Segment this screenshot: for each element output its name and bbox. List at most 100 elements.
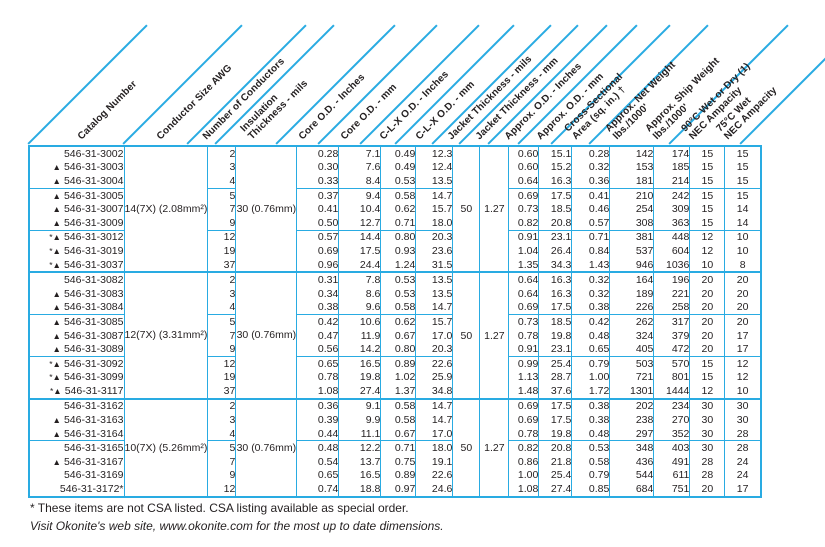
ship-weight-cell: 751 (653, 482, 691, 497)
ship-weight-cell: 185 (653, 160, 691, 175)
clx-od-in-cell: 0.53 (380, 271, 417, 287)
table-row: *▲ 546-31-3012 12 0.57 14.4 0.80 20.3 0.91 23.1 0… (28, 229, 762, 245)
core-od-in-cell: 0.41 (296, 202, 340, 216)
jacket-mm-cell: 1.27 (479, 397, 510, 497)
approx-od-mm-cell: 18.5 (538, 202, 573, 216)
clx-od-in-cell: 1.37 (380, 384, 417, 399)
num-conductors-cell: 7 (207, 455, 237, 469)
table-row: ▲ 546-31-3004 4 0.33 8.4 0.53 13.5 0.64 16.3 0.36… (28, 174, 762, 189)
clx-od-mm-cell: 31.5 (415, 257, 454, 273)
catalog-number-cell: *▲ 546-31-3092 (28, 355, 125, 371)
ship-weight-cell: 801 (653, 370, 691, 385)
core-od-in-cell: 0.38 (296, 300, 340, 315)
ship-weight-cell: 604 (653, 244, 691, 258)
table-row: 546-31-3165 5 0.48 12.2 0.71 18.0 0.82 20.8 0.53… (28, 440, 762, 456)
approx-od-mm-cell: 16.3 (538, 286, 573, 301)
cross-sectional-area-cell: 0.71 (571, 229, 611, 245)
conductor-size-cell: 12(7X) (3.31mm²) (123, 271, 209, 399)
core-od-in-cell: 0.33 (296, 174, 340, 189)
conductor-size-cell: 14(7X) (2.08mm²) (123, 146, 209, 273)
ampacity-75c-cell: 30 (724, 397, 762, 414)
clx-od-mm-cell: 24.6 (415, 482, 454, 497)
ampacity-90c-cell: 20 (689, 314, 726, 329)
approx-od-in-cell: 0.64 (508, 174, 540, 189)
ampacity-75c-cell: 15 (724, 187, 762, 203)
csa-marker: ▲ (52, 456, 61, 467)
table-row: *▲ 546-31-3117 37 1.08 27.4 1.37 34.8 1.48 37.6 1… (28, 384, 762, 399)
net-weight-cell: 254 (609, 202, 655, 216)
catalog-number-cell: ▲ 546-31-3087 (28, 328, 125, 343)
catalog-number-cell: 546-31-3172* (28, 482, 125, 497)
approx-od-in-cell: 0.69 (508, 187, 540, 203)
ship-weight-cell: 270 (653, 413, 691, 427)
catalog-number-cell: 546-31-3002 (28, 146, 125, 161)
catalog-number-cell: ▲ 546-31-3083 (28, 286, 125, 301)
ampacity-75c-cell: 30 (724, 413, 762, 427)
ship-weight-cell: 472 (653, 342, 691, 357)
clx-od-mm-cell: 15.7 (415, 202, 454, 216)
approx-od-mm-cell: 19.8 (538, 426, 573, 441)
num-conductors-cell: 37 (207, 384, 237, 399)
clx-od-in-cell: 0.58 (380, 300, 417, 315)
catalog-number-cell: ▲ 546-31-3003 (28, 160, 125, 175)
core-od-mm-cell: 8.6 (338, 286, 382, 301)
catalog-number-cell: 546-31-3165 (28, 440, 125, 456)
catalog-number-cell: 546-31-3162 (28, 397, 125, 414)
ampacity-75c-cell: 14 (724, 202, 762, 216)
ampacity-90c-cell: 20 (689, 300, 726, 315)
clx-od-in-cell: 0.58 (380, 397, 417, 414)
ampacity-90c-cell: 12 (689, 384, 726, 399)
table-row: ▲ 546-31-3009 9 0.50 12.7 0.71 18.0 0.82 20.8 0.5… (28, 215, 762, 231)
insulation-thickness-cell: 30 (0.76mm) (235, 146, 298, 273)
core-od-in-cell: 0.30 (296, 160, 340, 175)
cross-sectional-area-cell: 1.72 (571, 384, 611, 399)
clx-od-in-cell: 0.75 (380, 455, 417, 469)
approx-od-in-cell: 0.64 (508, 286, 540, 301)
cross-sectional-area-cell: 0.38 (571, 300, 611, 315)
net-weight-cell: 142 (609, 146, 655, 161)
num-conductors-cell: 12 (207, 229, 237, 245)
ship-weight-cell: 258 (653, 300, 691, 315)
clx-od-in-cell: 1.24 (380, 257, 417, 273)
core-od-in-cell: 0.65 (296, 355, 340, 371)
clx-od-in-cell: 0.49 (380, 160, 417, 175)
num-conductors-cell: 2 (207, 271, 237, 287)
approx-od-in-cell: 1.00 (508, 468, 540, 483)
csa-marker: *▲ (49, 259, 61, 270)
clx-od-mm-cell: 14.7 (415, 397, 454, 414)
table-row: ▲ 546-31-3087 7 0.47 11.9 0.67 17.0 0.78 19.8 0.4… (28, 328, 762, 343)
ampacity-90c-cell: 10 (689, 257, 726, 273)
clx-od-in-cell: 0.71 (380, 215, 417, 231)
core-od-in-cell: 0.96 (296, 257, 340, 273)
csa-marker: *▲ (49, 372, 61, 383)
ship-weight-cell: 379 (653, 328, 691, 343)
approx-od-in-cell: 1.48 (508, 384, 540, 399)
jacket-mm-cell: 1.27 (479, 146, 510, 273)
net-weight-cell: 537 (609, 244, 655, 258)
ship-weight-cell: 1444 (653, 384, 691, 399)
table-row: ▲ 546-31-3084 4 0.38 9.6 0.58 14.7 0.69 17.5 0.38… (28, 300, 762, 315)
ship-weight-cell: 570 (653, 355, 691, 371)
core-od-mm-cell: 11.9 (338, 328, 382, 343)
csa-marker: ▲ (52, 190, 61, 201)
clx-od-mm-cell: 14.7 (415, 300, 454, 315)
table-row: ▲ 546-31-3163 3 0.39 9.9 0.58 14.7 0.69 17.5 0.38… (28, 413, 762, 427)
approx-od-in-cell: 0.60 (508, 146, 540, 161)
core-od-mm-cell: 16.5 (338, 468, 382, 483)
num-conductors-cell: 37 (207, 257, 237, 273)
num-conductors-cell: 12 (207, 355, 237, 371)
ampacity-75c-cell: 20 (724, 286, 762, 301)
clx-od-mm-cell: 12.4 (415, 160, 454, 175)
core-od-in-cell: 0.50 (296, 215, 340, 231)
clx-od-in-cell: 0.67 (380, 328, 417, 343)
csa-marker: ▲ (52, 428, 61, 439)
approx-od-mm-cell: 23.1 (538, 229, 573, 245)
catalog-number-cell: ▲ 546-31-3004 (28, 174, 125, 189)
approx-od-in-cell: 0.69 (508, 300, 540, 315)
approx-od-in-cell: 0.86 (508, 455, 540, 469)
net-weight-cell: 684 (609, 482, 655, 497)
footnote-csa: * These items are not CSA listed. CSA li… (30, 501, 409, 515)
cross-sectional-area-cell: 0.79 (571, 468, 611, 483)
csa-marker: *▲ (49, 385, 62, 396)
approx-od-in-cell: 0.91 (508, 229, 540, 245)
